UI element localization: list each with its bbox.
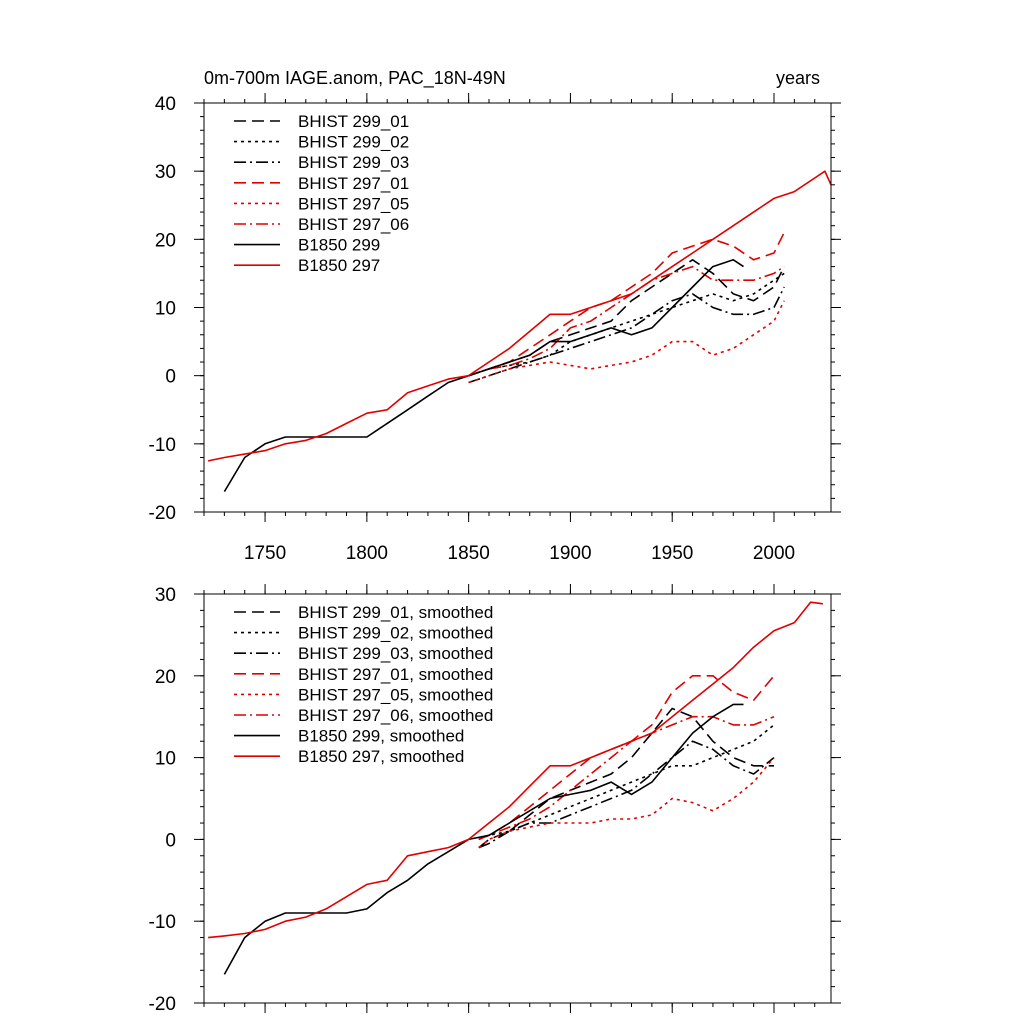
series-line-7 — [223, 703, 744, 975]
series-group — [208, 601, 824, 975]
y-tick-label: 40 — [155, 94, 176, 115]
legend-label-7: B1850 299, smoothed — [298, 727, 464, 746]
legend-label-4: BHIST 297_01, smoothed — [298, 665, 493, 684]
legend-label-4: BHIST 297_01 — [298, 174, 409, 193]
x-tick-label: 2000 — [753, 543, 795, 564]
series-line-4 — [468, 232, 785, 377]
series-line-5 — [468, 300, 785, 384]
series-line-6 — [478, 715, 775, 841]
y-tick-label: 10 — [155, 299, 176, 320]
series-group — [207, 170, 831, 493]
y-tick-label: 10 — [155, 749, 176, 770]
legend-label-2: BHIST 299_02, smoothed — [298, 624, 493, 643]
legend-label-7: B1850 299 — [298, 236, 380, 255]
y-tick-label: -20 — [149, 994, 176, 1015]
series-line-1 — [468, 259, 785, 377]
series-line-8 — [208, 601, 824, 939]
legend-label-2: BHIST 299_02 — [298, 133, 409, 152]
legend-label-3: BHIST 299_03 — [298, 153, 409, 172]
legend-label-1: BHIST 299_01 — [298, 112, 409, 131]
y-tick-label: 30 — [155, 162, 176, 183]
series-line-3 — [478, 740, 775, 849]
legend-label-3: BHIST 299_03, smoothed — [298, 644, 493, 663]
plot-frame — [203, 593, 832, 1004]
series-line-1 — [478, 707, 774, 849]
y-tick-label: 30 — [155, 585, 176, 606]
top-panel: 1750 1800 1850 1900 1950 2000 -20 -10 0 10 20 30 40 B… — [149, 93, 841, 564]
series-line-3 — [468, 286, 785, 384]
legend-label-6: BHIST 297_06, smoothed — [298, 706, 493, 725]
x-tick-label: 1850 — [448, 543, 490, 564]
legend-label-8: B1850 297, smoothed — [298, 747, 464, 766]
y-tick-label: -10 — [149, 435, 176, 456]
x-tick-label: 1900 — [549, 543, 591, 564]
bottom-panel: -20 -10 0 10 20 30 BHIST 299_01, smoothed BHIST… — [149, 584, 841, 1015]
legend-label-5: BHIST 297_05, smoothed — [298, 685, 493, 704]
series-line-5 — [478, 757, 775, 849]
x-tick-label: 1950 — [651, 543, 693, 564]
y-tick-label: 20 — [155, 667, 176, 688]
legend-label-1: BHIST 299_01, smoothed — [298, 603, 493, 622]
chart-title: 0m-700m IAGE.anom, PAC_18N-49N — [204, 68, 506, 89]
y-tick-label: -20 — [149, 503, 176, 524]
x-tick-label: 1800 — [346, 543, 388, 564]
legend-label-8: B1850 297 — [298, 256, 380, 275]
y-tick-label: 0 — [165, 367, 176, 388]
series-line-2 — [468, 272, 785, 377]
series-line-8 — [207, 170, 831, 462]
y-tick-label: 20 — [155, 230, 176, 251]
y-tick-label: 0 — [165, 830, 176, 851]
series-line-7 — [223, 259, 744, 493]
chart-units-label: years — [776, 68, 820, 88]
y-tick-label: -10 — [149, 912, 176, 933]
legend-label-6: BHIST 297_06 — [298, 215, 409, 234]
legend-label-5: BHIST 297_05 — [298, 194, 409, 213]
x-tick-label: 1750 — [244, 543, 286, 564]
